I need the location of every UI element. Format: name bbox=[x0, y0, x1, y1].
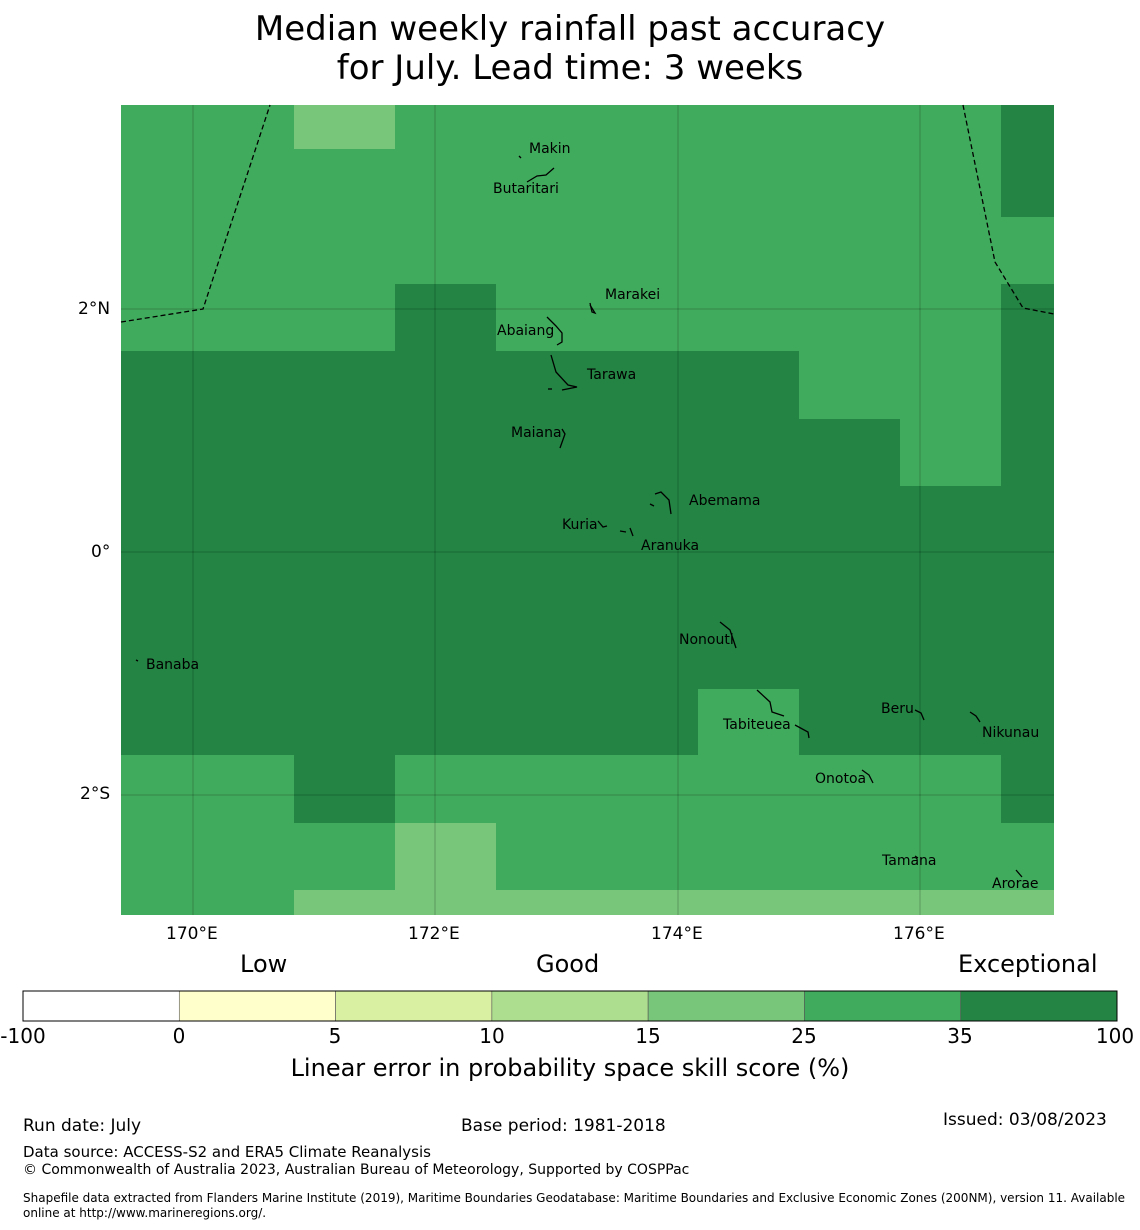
lon-label-170e: 170°E bbox=[166, 924, 218, 944]
island-shape bbox=[1015, 869, 1023, 878]
colorbar-tick: 25 bbox=[791, 1024, 817, 1048]
place-label-tamana: Tamana bbox=[882, 853, 937, 869]
grid-cell bbox=[395, 823, 496, 890]
colorbar-swatch bbox=[647, 990, 805, 1022]
data-source: Data source: ACCESS-S2 and ERA5 Climate … bbox=[23, 1143, 431, 1161]
colorbar-swatch bbox=[178, 990, 336, 1022]
place-label-aranuka: Aranuka bbox=[641, 538, 700, 554]
colorbar-tick: 35 bbox=[947, 1024, 973, 1048]
grid-cell bbox=[1001, 419, 1054, 486]
island-shape bbox=[597, 520, 608, 528]
grid-cell bbox=[121, 689, 698, 755]
place-label-arorae: Arorae bbox=[992, 876, 1039, 892]
colorbar-tick: -100 bbox=[0, 1024, 46, 1048]
issued-date: Issued: 03/08/2023 bbox=[943, 1110, 1107, 1130]
island-shape bbox=[546, 316, 563, 346]
island-shape bbox=[559, 428, 566, 449]
place-label-beru: Beru bbox=[881, 701, 914, 717]
colorbar-swatch bbox=[804, 990, 962, 1022]
copyright: © Commonwealth of Australia 2023, Austra… bbox=[23, 1162, 690, 1178]
place-label-nonouti: Nonouti bbox=[679, 632, 734, 648]
colorbar-tick: 5 bbox=[328, 1024, 342, 1048]
category-exceptional: Exceptional bbox=[958, 950, 1098, 978]
island-shape bbox=[526, 167, 555, 183]
place-label-makin: Makin bbox=[529, 141, 571, 157]
island-shape bbox=[550, 354, 578, 391]
grid-cell bbox=[121, 351, 799, 419]
place-label-abaiang: Abaiang bbox=[497, 323, 555, 339]
grid-cell bbox=[294, 890, 1054, 915]
colorbar-swatch bbox=[491, 990, 649, 1022]
colorbar bbox=[22, 990, 1118, 1022]
lon-label-172e: 172°E bbox=[408, 924, 460, 944]
island-shape bbox=[914, 709, 925, 721]
eez-boundary bbox=[120, 104, 1055, 323]
island-shape bbox=[589, 302, 597, 315]
grid-cell bbox=[1001, 105, 1054, 217]
lat-label-2s: 2°S bbox=[80, 784, 111, 804]
lon-label-176e: 176°E bbox=[893, 924, 945, 944]
place-label-maiana: Maiana bbox=[511, 425, 562, 441]
colorbar-swatch bbox=[960, 990, 1118, 1022]
category-low: Low bbox=[240, 950, 288, 978]
island-shape bbox=[518, 155, 522, 159]
colorbar-tick: 100 bbox=[1095, 1024, 1135, 1048]
grid-cell bbox=[1001, 755, 1054, 823]
island-shape bbox=[135, 659, 139, 662]
grid-cell bbox=[121, 419, 900, 486]
place-label-tabiteuea: Tabiteuea bbox=[723, 717, 791, 733]
eez-boundary-west bbox=[120, 104, 271, 323]
colorbar-swatch bbox=[335, 990, 493, 1022]
island-shape bbox=[756, 689, 785, 717]
grid-cell bbox=[1001, 351, 1054, 419]
skill-grid bbox=[121, 105, 1054, 915]
colorbar-label: Linear error in probability space skill … bbox=[290, 1054, 850, 1082]
island-shape bbox=[914, 855, 919, 859]
grid-cell bbox=[1001, 284, 1054, 351]
title-line-1: Median weekly rainfall past accuracy bbox=[254, 9, 886, 49]
grid-cell bbox=[294, 105, 395, 149]
lat-label-0: 0° bbox=[91, 542, 111, 562]
eez-boundary-east bbox=[962, 104, 1055, 315]
island-shape bbox=[969, 711, 981, 723]
island-shape bbox=[794, 724, 810, 739]
run-date: Run date: July bbox=[23, 1116, 142, 1136]
place-label-abemama: Abemama bbox=[689, 493, 761, 509]
place-label-kuria: Kuria bbox=[562, 517, 598, 533]
colorbar-tick: 10 bbox=[479, 1024, 505, 1048]
grid-cell bbox=[799, 689, 1054, 755]
island-shape bbox=[861, 769, 874, 784]
colorbar-tick: 15 bbox=[635, 1024, 661, 1048]
island-shape bbox=[649, 503, 655, 507]
base-period: Base period: 1981-2018 bbox=[461, 1116, 666, 1136]
island-outlines bbox=[135, 155, 1023, 878]
island-shape bbox=[654, 491, 672, 515]
island-shape bbox=[719, 621, 737, 649]
lat-label-2n: 2°N bbox=[78, 299, 111, 319]
island-shape bbox=[619, 527, 634, 537]
colorbar-swatch bbox=[22, 990, 180, 1022]
place-label-marakei: Marakei bbox=[605, 287, 661, 303]
place-label-banaba: Banaba bbox=[146, 657, 200, 673]
colorbar-tick: 0 bbox=[172, 1024, 186, 1048]
colorbar-outline bbox=[22, 990, 1118, 1022]
lon-label-174e: 174°E bbox=[651, 924, 703, 944]
grid-cell bbox=[395, 284, 496, 351]
grid-cell bbox=[121, 486, 1054, 689]
category-good: Good bbox=[536, 950, 600, 978]
title-line-2: for July. Lead time: 3 weeks bbox=[336, 48, 804, 88]
graticule bbox=[121, 105, 1054, 915]
place-label-nikunau: Nikunau bbox=[982, 725, 1040, 741]
place-label-onotoa: Onotoa bbox=[815, 771, 867, 787]
map-title: Median weekly rainfall past accuracy for… bbox=[0, 10, 1140, 88]
shapefile-credit: Shapefile data extracted from Flanders M… bbox=[23, 1191, 1126, 1220]
grid-cell bbox=[294, 755, 395, 823]
place-label-tarawa: Tarawa bbox=[587, 367, 637, 383]
place-label-butaritari: Butaritari bbox=[493, 181, 559, 197]
